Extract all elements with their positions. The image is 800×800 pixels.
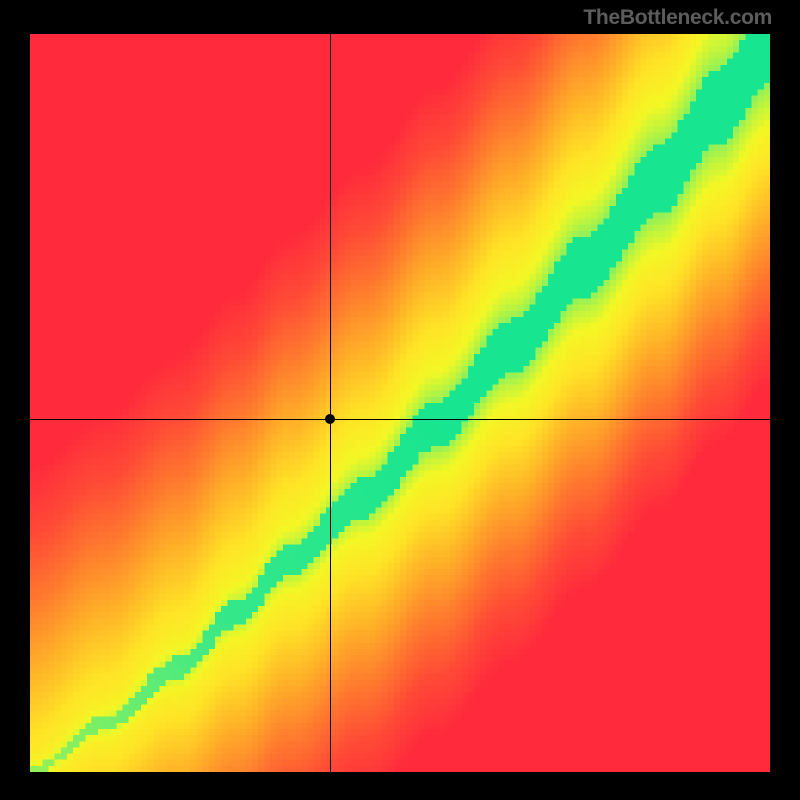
attribution-text: TheBottleneck.com xyxy=(583,6,772,30)
plot-area xyxy=(30,34,770,772)
crosshair-marker xyxy=(325,414,335,424)
chart-frame: TheBottleneck.com xyxy=(0,0,800,800)
crosshair-vertical xyxy=(330,34,331,772)
crosshair-horizontal xyxy=(30,419,770,420)
heatmap-canvas xyxy=(30,34,770,772)
